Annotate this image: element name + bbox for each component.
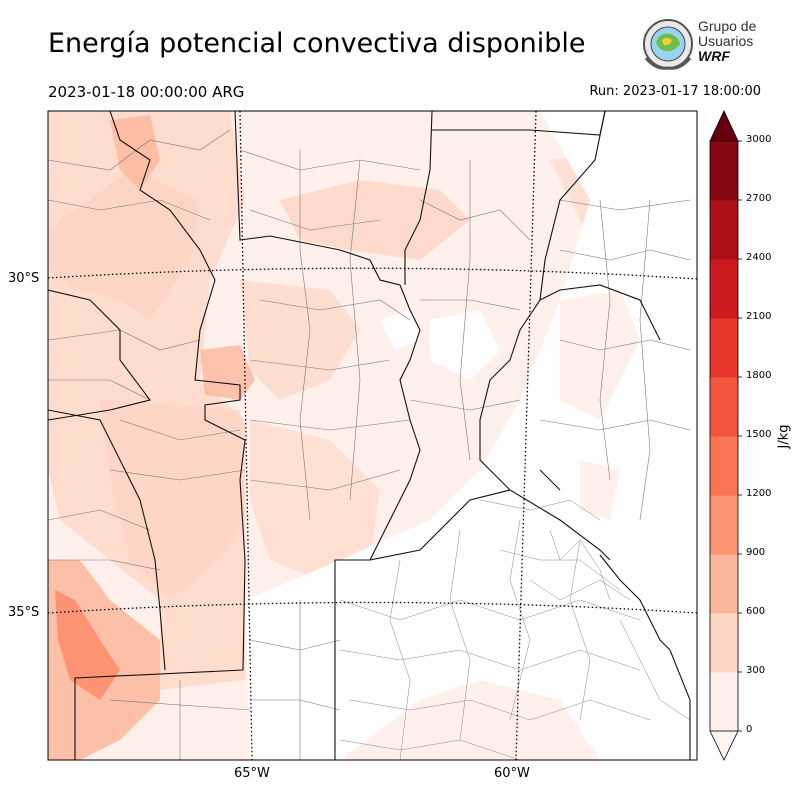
colorbar-tick-label: 300 <box>746 665 766 676</box>
colorbar-tick-label: 2700 <box>746 193 772 204</box>
buenos-aires-partidos <box>339 499 691 760</box>
map-title: Energía potencial convectiva disponible <box>48 28 586 59</box>
colorbar-tick-label: 600 <box>746 606 766 617</box>
colorbar-tick-label: 1800 <box>746 370 772 381</box>
colorbar-max-extend <box>709 110 739 142</box>
colorbar-tick-label: 1200 <box>746 488 772 499</box>
colorbar <box>709 110 742 761</box>
colorbar-min-extend <box>709 730 739 761</box>
lon-label-60w: 60°W <box>494 766 530 781</box>
lon-label-65w: 65°W <box>234 766 270 781</box>
colorbar-tick-label: 1500 <box>746 429 772 440</box>
colorbar-band <box>710 554 738 614</box>
logo-line-3: WRF <box>698 48 730 64</box>
colorbar-tick-label: 900 <box>746 547 766 558</box>
colorbar-band <box>710 141 738 201</box>
colorbar-band <box>710 495 738 555</box>
globe-icon <box>643 19 693 70</box>
graticule <box>47 110 698 761</box>
wrf-logo: Grupo de Usuarios WRF <box>640 18 764 72</box>
colorbar-band <box>710 259 738 319</box>
logo-line-2: Usuarios <box>698 33 754 49</box>
logo-line-1: Grupo de <box>698 18 757 34</box>
map-frame <box>47 110 698 761</box>
colorbar-unit-label: J/kg <box>776 424 792 449</box>
colorbar-band <box>710 377 738 437</box>
colorbar-band <box>710 436 738 496</box>
lat-label-35s: 35°S <box>8 605 40 620</box>
valid-time: 2023-01-18 00:00:00 ARG <box>48 83 245 101</box>
colorbar-band <box>710 672 738 732</box>
colorbar-tick-label: 0 <box>746 724 753 735</box>
colorbar-tick-label: 2100 <box>746 311 772 322</box>
lat-label-30s: 30°S <box>8 271 40 286</box>
run-time: Run: 2023-01-17 18:00:00 <box>589 84 761 99</box>
colorbar-band <box>710 200 738 260</box>
colorbar-band <box>710 613 738 673</box>
colorbar-tick-label: 3000 <box>746 134 772 145</box>
colorbar-tick-label: 2400 <box>746 252 772 263</box>
province-borders <box>48 111 691 760</box>
department-borders <box>48 129 691 760</box>
colorbar-band <box>710 318 738 378</box>
